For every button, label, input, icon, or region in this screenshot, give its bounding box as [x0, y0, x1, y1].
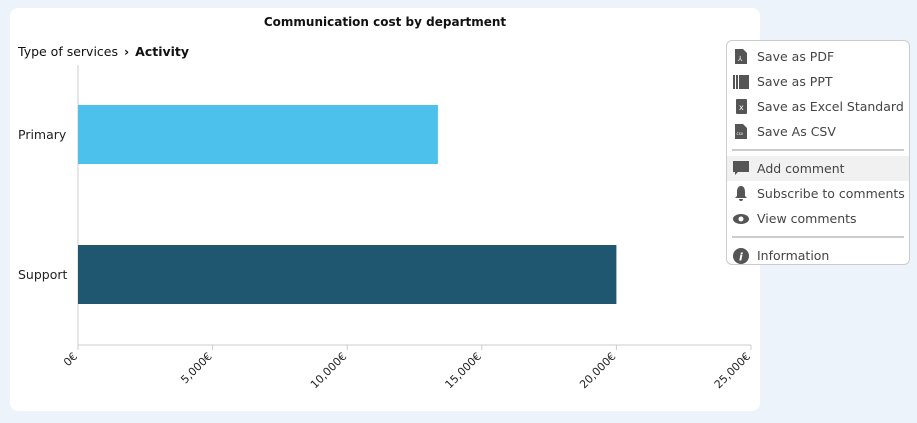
- bar-primary: [78, 105, 438, 164]
- menu-divider: [732, 149, 904, 151]
- x-tick-label: 15,000€: [443, 350, 484, 391]
- x-tick-label: 0€: [61, 350, 80, 369]
- excel-icon: x: [733, 99, 749, 115]
- x-tick-label: 10,000€: [308, 350, 349, 391]
- menu-divider: [732, 236, 904, 238]
- menu-save-ppt[interactable]: Save as PPT: [727, 69, 909, 94]
- menu-information[interactable]: i Information: [727, 243, 909, 268]
- svg-text:i: i: [739, 250, 743, 263]
- menu-add-comment[interactable]: Add comment: [727, 156, 909, 181]
- chevron-right-icon: ›: [124, 44, 130, 59]
- x-tick-label: 5,000€: [178, 350, 214, 386]
- info-icon: i: [733, 247, 749, 264]
- svg-text:x: x: [739, 103, 744, 112]
- chart-title: Communication cost by department: [263, 15, 507, 29]
- pdf-icon: ⅄: [733, 49, 749, 65]
- menu-subscribe-comments[interactable]: Subscribe to comments: [727, 181, 909, 206]
- x-tick-label: 25,000€: [712, 350, 753, 391]
- y-tick-label: Primary: [18, 127, 67, 142]
- x-tick-label: 20,000€: [577, 350, 618, 391]
- breadcrumb: Type of services › Activity: [18, 44, 189, 59]
- menu-save-pdf[interactable]: ⅄ Save as PDF: [727, 44, 909, 69]
- bar-chart: Primary Support 0€ 5,000€ 10,000€ 15,000€ 20,0…: [18, 65, 753, 391]
- menu-view-comments[interactable]: View comments: [727, 206, 909, 231]
- breadcrumb-parent[interactable]: Type of services: [18, 44, 118, 59]
- menu-save-excel[interactable]: x Save as Excel Standard: [727, 94, 909, 119]
- eye-icon: [733, 211, 749, 227]
- breadcrumb-current: Activity: [135, 44, 190, 59]
- svg-text:⅄: ⅄: [738, 55, 743, 63]
- ppt-icon: [733, 74, 749, 90]
- bar-support: [78, 245, 617, 304]
- comment-icon: [733, 161, 749, 177]
- chart-card: Communication cost by department Type of…: [10, 8, 760, 411]
- export-menu: ⅄ Save as PDF Save as PPT x Save as Excel …: [726, 40, 910, 265]
- menu-save-csv[interactable]: csv Save As CSV: [727, 119, 909, 144]
- bell-icon: [733, 186, 749, 202]
- csv-icon: csv: [733, 124, 749, 140]
- y-tick-label: Support: [18, 267, 68, 282]
- svg-text:csv: csv: [737, 131, 744, 136]
